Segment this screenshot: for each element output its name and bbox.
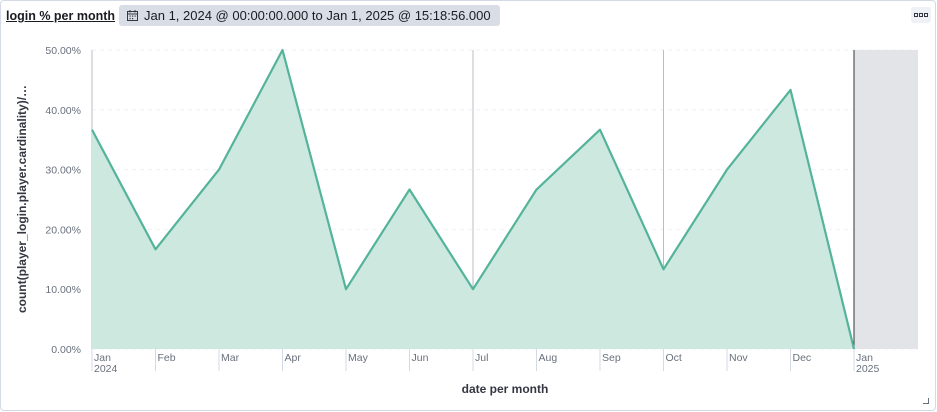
x-tick-label: Dec xyxy=(793,352,812,364)
data-point[interactable] xyxy=(597,127,603,133)
x-tick-label: Jun xyxy=(412,352,429,364)
x-tick-label: Oct xyxy=(666,352,682,364)
x-tick-label: Jan xyxy=(94,352,111,364)
x-tick-label: Jan xyxy=(856,352,873,364)
data-point[interactable] xyxy=(788,87,794,93)
x-tick-label: Mar xyxy=(221,352,240,364)
series-area xyxy=(92,50,854,349)
panel-title[interactable]: login % per month xyxy=(6,9,116,23)
y-tick-label: 0.00% xyxy=(51,344,81,356)
y-tick-label: 20.00% xyxy=(45,224,81,236)
x-tick-label: Aug xyxy=(539,352,558,364)
ellipsis-icon xyxy=(914,13,928,17)
x-tick-label: Jul xyxy=(475,352,488,364)
x-tick-label: Sep xyxy=(602,352,621,364)
series-line xyxy=(91,48,856,350)
data-point[interactable] xyxy=(153,246,159,252)
x-tick-sublabel: 2025 xyxy=(856,363,880,375)
x-tick-sublabel: 2024 xyxy=(94,363,118,375)
data-point[interactable] xyxy=(89,127,95,133)
data-point[interactable] xyxy=(216,167,222,173)
y-axis-title: count(player_login.player.cardinality)/… xyxy=(15,85,29,313)
resize-handle[interactable] xyxy=(923,398,929,404)
data-point[interactable] xyxy=(661,266,667,272)
calendar-icon xyxy=(127,10,138,21)
y-tick-label: 40.00% xyxy=(45,105,81,117)
y-tick-label: 50.00% xyxy=(45,45,81,57)
y-tick-label: 30.00% xyxy=(45,165,81,177)
time-range-badge[interactable]: Jan 1, 2024 @ 00:00:00.000 to Jan 1, 202… xyxy=(119,5,500,26)
x-tick-label: Apr xyxy=(285,352,302,364)
x-tick-label: Nov xyxy=(729,352,748,364)
panel-options-button[interactable] xyxy=(911,7,931,23)
data-point[interactable] xyxy=(407,187,413,193)
x-axis-title: date per month xyxy=(462,382,549,396)
x-tick-label: Feb xyxy=(158,352,176,364)
x-tick-label: May xyxy=(348,352,369,364)
data-point[interactable] xyxy=(534,187,540,193)
time-range-text: Jan 1, 2024 @ 00:00:00.000 to Jan 1, 202… xyxy=(144,8,491,23)
out-of-range-region xyxy=(854,50,918,349)
data-point[interactable] xyxy=(470,286,476,292)
y-axis-ticks: 0.00% 10.00% 20.00% 30.00% 40.00% 50.00% xyxy=(45,45,81,356)
y-tick-label: 10.00% xyxy=(45,284,81,296)
data-point[interactable] xyxy=(724,167,730,173)
data-point[interactable] xyxy=(280,47,286,53)
data-point[interactable] xyxy=(343,286,349,292)
